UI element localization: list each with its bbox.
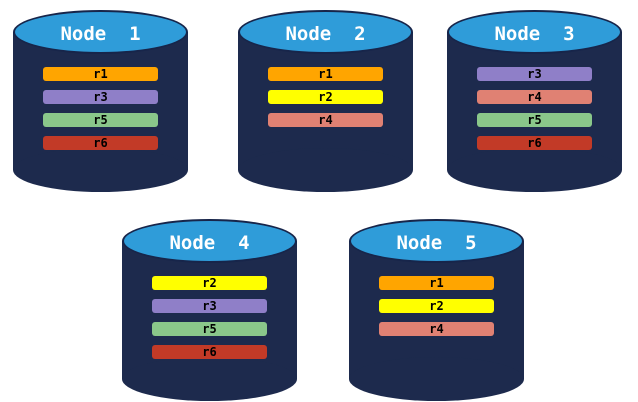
replica-bar-r2: r2 (268, 90, 383, 104)
node-title: Node 1 (60, 23, 141, 45)
replica-bar-r1: r1 (43, 67, 158, 81)
database-node-5: Node 5 r1 r2 r4 (349, 219, 524, 401)
cylinder-top-cap: Node 2 (238, 10, 413, 54)
database-node-3: Node 3 r3 r4 r5 r6 (447, 10, 622, 192)
replica-bar-r5: r5 (43, 113, 158, 127)
database-node-1: Node 1 r1 r3 r5 r6 (13, 10, 188, 192)
database-node-4: Node 4 r2 r3 r5 r6 (122, 219, 297, 401)
replica-bar-r3: r3 (477, 67, 592, 81)
cylinder-bottom-cap (349, 357, 524, 401)
replica-bar-r2: r2 (379, 299, 494, 313)
database-node-2: Node 2 r1 r2 r4 (238, 10, 413, 192)
replica-bar-r6: r6 (43, 136, 158, 150)
replica-list: r1 r2 r4 (379, 276, 494, 336)
replica-list: r1 r3 r5 r6 (43, 67, 158, 150)
cylinder-bottom-cap (238, 148, 413, 192)
replica-bar-r5: r5 (152, 322, 267, 336)
cylinder-top-cap: Node 4 (122, 219, 297, 263)
cylinder-top-cap: Node 3 (447, 10, 622, 54)
replica-bar-r4: r4 (379, 322, 494, 336)
node-title: Node 5 (396, 232, 477, 254)
replica-bar-r6: r6 (477, 136, 592, 150)
replica-list: r2 r3 r5 r6 (152, 276, 267, 359)
cylinder-bottom-cap (447, 148, 622, 192)
cylinder-top-cap: Node 1 (13, 10, 188, 54)
replica-bar-r1: r1 (268, 67, 383, 81)
replica-list: r3 r4 r5 r6 (477, 67, 592, 150)
replica-bar-r2: r2 (152, 276, 267, 290)
cylinder-bottom-cap (122, 357, 297, 401)
replica-bar-r4: r4 (268, 113, 383, 127)
replica-bar-r5: r5 (477, 113, 592, 127)
replica-list: r1 r2 r4 (268, 67, 383, 127)
cylinder-bottom-cap (13, 148, 188, 192)
replica-bar-r3: r3 (152, 299, 267, 313)
cylinder-top-cap: Node 5 (349, 219, 524, 263)
replica-bar-r4: r4 (477, 90, 592, 104)
replica-bar-r3: r3 (43, 90, 158, 104)
replica-bar-r6: r6 (152, 345, 267, 359)
node-title: Node 2 (285, 23, 366, 45)
node-title: Node 3 (494, 23, 575, 45)
replica-bar-r1: r1 (379, 276, 494, 290)
node-title: Node 4 (169, 232, 250, 254)
